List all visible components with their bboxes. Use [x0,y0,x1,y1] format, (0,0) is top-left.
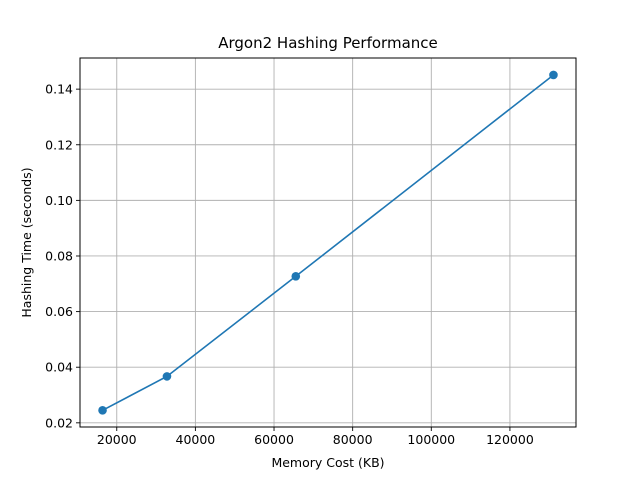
x-axis-label: Memory Cost (KB) [271,455,384,470]
series-group [98,70,558,415]
x-tick-label: 40000 [176,432,216,447]
x-tick-label: 120000 [486,432,534,447]
x-tick-label: 100000 [407,432,455,447]
y-tick-label: 0.12 [45,137,73,152]
data-point [98,406,107,415]
data-point [549,70,558,80]
grid [80,58,576,427]
y-tick-label: 0.06 [45,304,73,319]
y-axis-label: Hashing Time (seconds) [19,167,34,317]
x-tick-label: 80000 [333,432,373,447]
data-point [291,271,301,281]
data-point [162,372,172,381]
x-tick-label: 20000 [97,432,137,447]
y-tick-label: 0.08 [45,248,73,263]
y-tick-label: 0.04 [45,360,73,375]
plot-frame [79,57,577,428]
plot-area [80,58,576,427]
chart-title: Argon2 Hashing Performance [218,34,438,52]
x-axis: 20000 40000 60000 80000 100000 120000 [97,427,534,447]
y-tick-label: 0.10 [45,193,73,208]
y-tick-label: 0.14 [45,82,73,97]
y-axis: 0.02 0.04 0.06 0.08 0.10 0.12 0.14 [45,82,80,430]
y-tick-label: 0.02 [45,415,73,430]
series-line [102,74,554,412]
x-tick-label: 60000 [254,432,294,447]
